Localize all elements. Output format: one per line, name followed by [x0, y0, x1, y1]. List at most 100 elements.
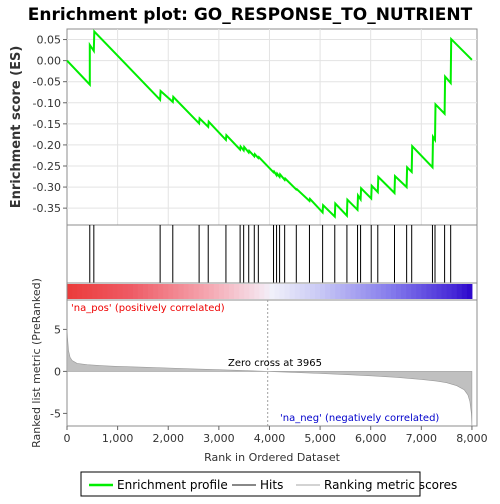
- color-bar-segment: [355, 284, 362, 299]
- color-bar-segment: [304, 284, 311, 299]
- enrichment-profile-line: [66, 29, 473, 219]
- color-bar-segment: [87, 284, 93, 299]
- color-bar-segment: [335, 284, 341, 299]
- color-bar-segment: [72, 284, 78, 299]
- color-bar-segment: [97, 284, 103, 299]
- positive-correlation-label: 'na_pos' (positively correlated): [71, 303, 225, 314]
- ranking-metric-area: [66, 327, 473, 427]
- color-bar-segment: [269, 284, 276, 299]
- color-bar-segment: [228, 284, 235, 299]
- color-bar-segment: [213, 284, 220, 299]
- color-bar-segment: [168, 284, 174, 299]
- color-bar-segment: [421, 284, 427, 299]
- color-bar-segment: [431, 284, 438, 299]
- metric-plot-frame: [66, 299, 478, 427]
- color-bar-segment: [309, 284, 316, 299]
- color-bar-segment: [451, 284, 458, 299]
- es-y-tick-label: -0.25: [33, 160, 61, 173]
- es-y-axis-ticks: 0.05 0.00 -0.05 -0.10 -0.15 -0.20 -0.25 -0.30 -0…: [33, 34, 67, 215]
- color-bar-segment: [208, 284, 215, 299]
- color-bar-segment: [92, 284, 98, 299]
- x-tick-label: 7,000: [406, 432, 438, 445]
- color-bar-segment: [325, 284, 331, 299]
- color-bar-segment: [122, 284, 129, 299]
- color-bar-segment: [102, 284, 108, 299]
- hits-frame: [66, 224, 478, 284]
- color-bar-segment: [67, 284, 73, 299]
- color-bar-segment: [82, 284, 88, 299]
- color-bar-segment: [193, 284, 200, 299]
- color-bar-segment: [299, 284, 306, 299]
- es-gridlines: [67, 29, 477, 225]
- color-bar-segment: [330, 284, 336, 299]
- color-bar-segment: [127, 284, 134, 299]
- color-bar-segment: [365, 284, 372, 299]
- es-y-axis-label: Enrichment score (ES): [9, 46, 24, 209]
- color-bar-segment: [153, 284, 159, 299]
- color-bar-segment: [239, 284, 245, 299]
- color-bar-segment: [375, 284, 382, 299]
- x-tick-label: 4,000: [254, 432, 286, 445]
- color-bar-segment: [234, 284, 240, 299]
- color-bar-segment: [441, 284, 448, 299]
- es-y-tick-label: -0.05: [33, 76, 61, 89]
- chart-title: Enrichment plot: GO_RESPONSE_TO_NUTRIENT: [28, 5, 473, 25]
- metric-y-tick-label: 5: [54, 323, 61, 336]
- x-tick-label: 0: [64, 432, 71, 445]
- color-bar-segment: [223, 284, 230, 299]
- color-bar-segment: [188, 284, 195, 299]
- color-bar-segment: [203, 284, 210, 299]
- color-bar-segment: [218, 284, 225, 299]
- x-axis-label: Rank in Ordered Dataset: [204, 451, 341, 464]
- color-bar-segment: [345, 284, 351, 299]
- x-axis-ticks: 0 1,000 2,000 3,000 4,000 5,000 6,000 7,000 8,00…: [64, 426, 488, 445]
- color-bar-segment: [264, 284, 270, 299]
- legend-item-metric: Ranking metric scores: [324, 478, 457, 492]
- color-bar-segment: [289, 284, 296, 299]
- negative-correlation-label: 'na_neg' (negatively correlated): [280, 413, 439, 424]
- legend-item-hits: Hits: [260, 478, 283, 492]
- color-bar-segment: [401, 284, 407, 299]
- color-bar-segment: [147, 284, 154, 299]
- color-bar-segment: [416, 284, 422, 299]
- color-bar-segment: [406, 284, 412, 299]
- es-y-tick-label: -0.10: [33, 97, 61, 110]
- metric-y-axis-label: Ranked list metric (PreRanked): [30, 278, 43, 448]
- color-bar-segment: [254, 284, 260, 299]
- color-bar-segment: [446, 284, 453, 299]
- color-bar-segment: [350, 284, 357, 299]
- zero-cross-annotation: Zero cross at 3965: [228, 358, 322, 369]
- color-bar-segment: [411, 284, 417, 299]
- color-bar-segment: [370, 284, 377, 299]
- color-bar-segment: [259, 284, 265, 299]
- color-bar-segment: [396, 284, 402, 299]
- color-bar-segment: [426, 284, 432, 299]
- es-y-tick-label: -0.30: [33, 181, 61, 194]
- legend-item-profile: Enrichment profile: [117, 478, 228, 492]
- es-y-tick-label: 0.05: [37, 34, 62, 47]
- es-y-tick-label: -0.20: [33, 139, 61, 152]
- color-bar-segment: [249, 284, 255, 299]
- es-y-tick-label: 0.00: [37, 55, 62, 68]
- color-bar-segment: [163, 284, 169, 299]
- color-bar-segment: [137, 284, 144, 299]
- color-bar-segment: [112, 284, 119, 299]
- color-bar-segment: [107, 284, 114, 299]
- color-bar-segment: [142, 284, 149, 299]
- metric-y-tick-label: -5: [50, 407, 61, 420]
- color-bar-segment: [284, 284, 291, 299]
- color-bar-segment: [294, 284, 301, 299]
- color-bar-segment: [77, 284, 83, 299]
- x-tick-label: 2,000: [152, 432, 184, 445]
- color-bar-segment: [132, 284, 139, 299]
- rank-color-bar: [67, 284, 473, 299]
- color-bar-segment: [315, 284, 321, 299]
- x-tick-label: 8,000: [456, 432, 488, 445]
- metric-y-axis-ticks: 5 0 -5: [50, 323, 67, 420]
- color-bar-segment: [385, 284, 392, 299]
- x-tick-label: 3,000: [203, 432, 235, 445]
- color-bar-segment: [178, 284, 184, 299]
- color-bar-segment: [198, 284, 205, 299]
- x-tick-label: 6,000: [355, 432, 387, 445]
